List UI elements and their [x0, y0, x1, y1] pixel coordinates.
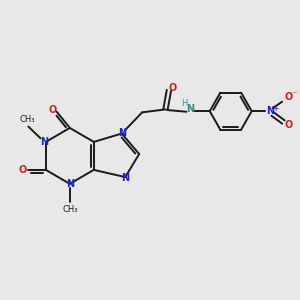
- Text: O: O: [168, 83, 177, 93]
- Text: H: H: [181, 99, 187, 108]
- Text: CH₃: CH₃: [19, 115, 34, 124]
- Text: ⁻: ⁻: [292, 90, 297, 100]
- Text: O: O: [18, 165, 27, 175]
- Text: N: N: [66, 179, 74, 189]
- Text: CH₃: CH₃: [62, 205, 77, 214]
- Text: N: N: [266, 106, 274, 116]
- Text: O: O: [284, 120, 292, 130]
- Text: N: N: [121, 173, 129, 183]
- Text: N: N: [118, 128, 126, 138]
- Text: O: O: [284, 92, 292, 102]
- Text: N: N: [186, 104, 194, 114]
- Text: N: N: [40, 137, 48, 147]
- Text: O: O: [48, 105, 56, 115]
- Text: +: +: [272, 104, 279, 113]
